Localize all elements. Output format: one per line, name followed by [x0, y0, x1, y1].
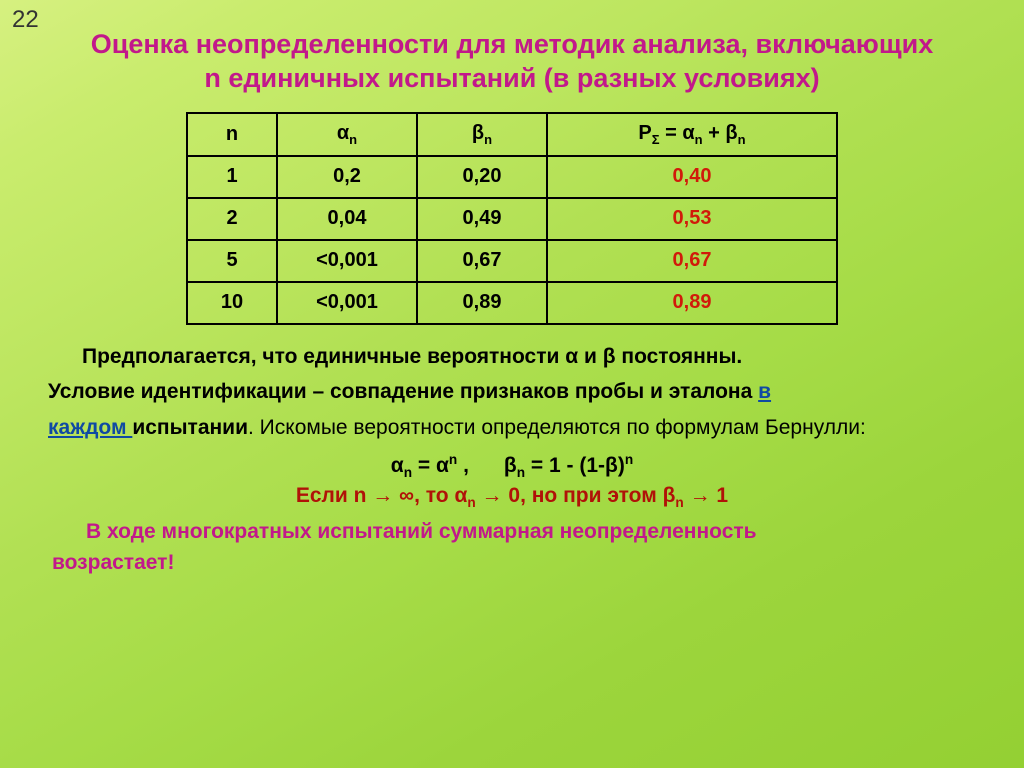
body-text: Предполагается, что единичные вероятност… [0, 335, 1024, 446]
underline-word-1: в [758, 380, 771, 403]
table-row: 5 <0,001 0,67 0,67 [187, 240, 837, 282]
cell-p: 0,53 [547, 198, 837, 240]
th-n: n [187, 113, 277, 156]
cell-p: 0,40 [547, 156, 837, 198]
table-body: 1 0,2 0,20 0,40 2 0,04 0,49 0,53 5 <0,00… [187, 156, 837, 324]
page-number: 22 [12, 6, 39, 34]
condition-line: Условие идентификации – совпадение призн… [48, 374, 984, 410]
assumption-line: Предполагается, что единичные вероятност… [48, 339, 984, 375]
cell-b: 0,89 [417, 282, 547, 324]
slide-title: Оценка неопределенности для методик анал… [0, 0, 1024, 108]
condition-mid: испытании [132, 416, 248, 439]
cell-b: 0,20 [417, 156, 547, 198]
table-row: 1 0,2 0,20 0,40 [187, 156, 837, 198]
table-row: 2 0,04 0,49 0,53 [187, 198, 837, 240]
cell-b: 0,67 [417, 240, 547, 282]
conclusion: В ходе многократных испытаний суммарная … [0, 510, 1024, 579]
assumption-lead: Предполагается, что единичные вероятност… [82, 345, 565, 368]
cell-n: 1 [187, 156, 277, 198]
alpha-beta-symbols: α и β [565, 345, 615, 368]
cell-a: <0,001 [277, 282, 417, 324]
table-header-row: n αn βn РΣ = αn + βn [187, 113, 837, 156]
cell-n: 2 [187, 198, 277, 240]
cell-p: 0,89 [547, 282, 837, 324]
assumption-tail: постоянны. [616, 345, 743, 368]
th-alpha: αn [277, 113, 417, 156]
condition-line-2: каждом испытании. Искомые вероятности оп… [48, 410, 984, 446]
underline-word-2: каждом [48, 416, 132, 439]
probability-table: n αn βn РΣ = αn + βn 1 0,2 0,20 0,40 2 0… [186, 112, 838, 325]
th-p: РΣ = αn + βn [547, 113, 837, 156]
bernoulli-formula: αn = αn , βn = 1 - (1-β)n [0, 452, 1024, 480]
cell-a: <0,001 [277, 240, 417, 282]
limit-statement: Если n → ∞, то αn → 0, но при этом βn → … [0, 484, 1024, 510]
cell-n: 5 [187, 240, 277, 282]
table-container: n αn βn РΣ = αn + βn 1 0,2 0,20 0,40 2 0… [0, 112, 1024, 325]
cell-b: 0,49 [417, 198, 547, 240]
conclusion-line-2: возрастает! [52, 547, 984, 579]
bernoulli-lead: . Искомые вероятности определяются по фо… [248, 416, 866, 439]
cell-a: 0,04 [277, 198, 417, 240]
cell-n: 10 [187, 282, 277, 324]
th-beta: βn [417, 113, 547, 156]
cell-a: 0,2 [277, 156, 417, 198]
condition-pre: Условие идентификации – совпадение призн… [48, 380, 758, 403]
conclusion-line-1: В ходе многократных испытаний суммарная … [86, 516, 984, 548]
table-row: 10 <0,001 0,89 0,89 [187, 282, 837, 324]
cell-p: 0,67 [547, 240, 837, 282]
